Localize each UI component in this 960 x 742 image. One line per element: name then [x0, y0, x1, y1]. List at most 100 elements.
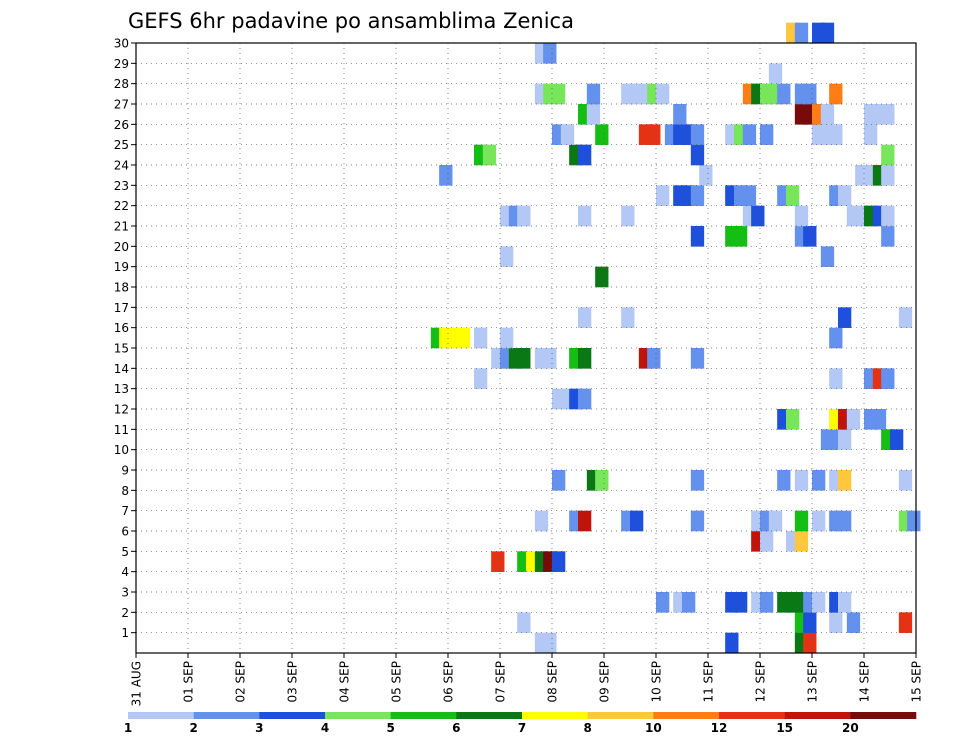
legend-label: 7 [518, 721, 526, 735]
precip-cell [682, 592, 696, 613]
precip-cell [560, 124, 575, 145]
y-tick-label: 2 [121, 606, 129, 620]
legend-label: 5 [386, 721, 394, 735]
legend-swatch [325, 712, 391, 719]
precip-cell [829, 327, 843, 349]
precip-cell [786, 409, 800, 430]
y-tick-label: 7 [121, 504, 129, 518]
legend-swatch [850, 712, 917, 719]
precip-cell [846, 612, 861, 633]
precip-cell [742, 185, 757, 206]
precip-cell [699, 165, 713, 186]
y-tick-label: 12 [114, 403, 129, 417]
x-axis: 31 AUG 01 SEP 02 SEP 03 SEP 04 SEP 05 SEP 06 S… [130, 653, 924, 706]
y-tick-label: 6 [121, 525, 129, 539]
y-tick-label: 30 [114, 37, 129, 51]
precip-cell [777, 83, 791, 105]
precip-cell [630, 510, 644, 532]
y-tick-label: 23 [114, 179, 129, 193]
y-tick-label: 28 [114, 77, 129, 91]
precip-cell [777, 470, 791, 491]
precip-cell [647, 124, 661, 145]
precip-cell [881, 165, 895, 186]
x-tick-label: 01 SEP [182, 661, 196, 703]
precip-cell [456, 327, 471, 349]
legend-label: 8 [583, 721, 591, 735]
legend-label: 4 [321, 721, 329, 735]
precip-cell [838, 429, 852, 450]
precip-cell [786, 185, 800, 206]
legend-swatch [587, 712, 654, 719]
precip-cell [838, 510, 852, 532]
x-tick-label: 31 AUG [130, 661, 144, 706]
legend-swatch [784, 712, 851, 719]
precip-cell [656, 83, 670, 105]
precip-cell [829, 612, 843, 633]
precip-cell [552, 83, 566, 105]
y-tick-label: 9 [121, 464, 129, 478]
precip-cell [725, 632, 739, 654]
x-tick-label: 14 SEP [858, 661, 872, 703]
x-tick-label: 02 SEP [234, 661, 248, 703]
y-tick-label: 11 [114, 423, 129, 437]
x-tick-label: 05 SEP [390, 661, 404, 703]
y-tick-label: 26 [114, 118, 129, 132]
precip-cell [829, 83, 843, 105]
legend-label: 12 [711, 721, 728, 735]
precip-cell [656, 592, 670, 613]
legend-swatch [522, 712, 588, 719]
y-tick-label: 19 [114, 260, 129, 274]
legend-label: 2 [189, 721, 197, 735]
x-tick-label: 04 SEP [338, 661, 352, 703]
precip-cell [491, 551, 505, 572]
x-tick-label: 12 SEP [754, 661, 768, 703]
precip-cell [760, 531, 774, 552]
precip-cell [543, 632, 557, 654]
precip-cell [838, 470, 852, 491]
precip-cell [794, 470, 809, 491]
precip-cell [578, 348, 592, 369]
y-tick-label: 8 [121, 484, 129, 498]
precip-cell [656, 185, 670, 206]
precip-cell [621, 205, 635, 227]
precip-cell [881, 104, 895, 125]
precip-cell [517, 612, 531, 633]
y-tick-label: 10 [114, 443, 129, 457]
precip-cell [794, 205, 809, 227]
precip-cell [898, 307, 913, 328]
precip-cell [751, 205, 765, 227]
x-tick-label: 15 SEP [910, 661, 924, 703]
legend-swatch [719, 712, 785, 719]
precip-cell [829, 124, 843, 145]
precip-cell [578, 510, 592, 532]
precip-cell [768, 63, 783, 84]
x-tick-label: 08 SEP [546, 661, 560, 703]
y-tick-label: 21 [114, 220, 129, 234]
precip-cell [734, 226, 748, 247]
precip-cell [647, 348, 661, 369]
precip-cell [578, 205, 592, 227]
x-tick-label: 06 SEP [442, 661, 456, 703]
precip-cell [890, 429, 904, 450]
y-axis: 1234567891011121314151617181920212223242… [114, 37, 136, 640]
precip-cell [543, 43, 557, 64]
precip-cell [690, 510, 705, 532]
y-tick-label: 29 [114, 57, 129, 71]
precip-cell [898, 470, 913, 491]
legend-label: 1 [124, 721, 132, 735]
x-tick-label: 10 SEP [650, 661, 664, 703]
precip-cell [838, 307, 852, 328]
precip-cell [517, 205, 531, 227]
legend-swatch [128, 712, 194, 719]
precipitation-cells [430, 22, 921, 654]
y-tick-label: 20 [114, 240, 129, 254]
y-tick-label: 17 [114, 301, 129, 315]
precip-cell [673, 104, 687, 125]
precip-cell [794, 531, 809, 552]
x-tick-label: 03 SEP [286, 661, 300, 703]
y-tick-label: 16 [114, 321, 129, 335]
precip-cell [872, 409, 887, 430]
precip-cell [881, 226, 895, 247]
chart-title: GEFS 6hr padavine po ansamblima Zenica [128, 9, 574, 33]
precip-cell [621, 307, 635, 328]
